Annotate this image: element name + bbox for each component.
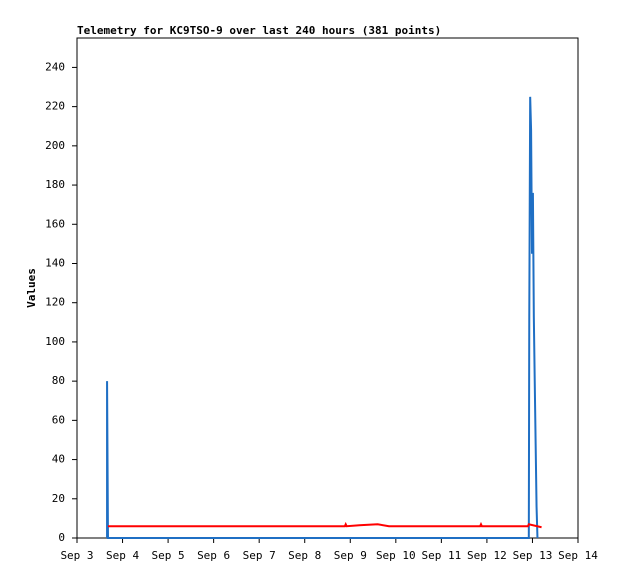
x-tick-label: Sep 9 [334, 549, 367, 562]
y-tick-label: 60 [52, 413, 65, 426]
y-axis-label: Values [25, 268, 38, 308]
y-tick-label: 0 [58, 531, 65, 544]
y-tick-label: 160 [45, 217, 65, 230]
x-tick-label: Sep 11 [421, 549, 461, 562]
y-tick-label: 220 [45, 100, 65, 113]
y-tick-label: 180 [45, 178, 65, 191]
x-tick-label: Sep 6 [197, 549, 230, 562]
y-tick-label: 20 [52, 492, 65, 505]
y-tick-label: 140 [45, 256, 65, 269]
x-tick-label: Sep 3 [60, 549, 93, 562]
x-tick-label: Sep 10 [376, 549, 416, 562]
y-tick-label: 200 [45, 139, 65, 152]
y-tick-label: 100 [45, 335, 65, 348]
plot-frame [76, 37, 579, 539]
x-tick-label: Sep 14 [558, 549, 598, 562]
x-tick-label: Sep 13 [513, 549, 553, 562]
series-line [106, 96, 539, 539]
x-tick-label: Sep 5 [152, 549, 185, 562]
y-tick-label: 240 [45, 60, 65, 73]
x-tick-label: Sep 12 [467, 549, 507, 562]
chart-title: Telemetry for KC9TSO-9 over last 240 hou… [77, 24, 441, 37]
series-line [107, 521, 542, 529]
x-tick-label: Sep 4 [106, 549, 139, 562]
x-tick-label: Sep 8 [288, 549, 321, 562]
y-tick-label: 120 [45, 296, 65, 309]
y-tick-label: 40 [52, 453, 65, 466]
y-tick-label: 80 [52, 374, 65, 387]
x-tick-label: Sep 7 [243, 549, 276, 562]
